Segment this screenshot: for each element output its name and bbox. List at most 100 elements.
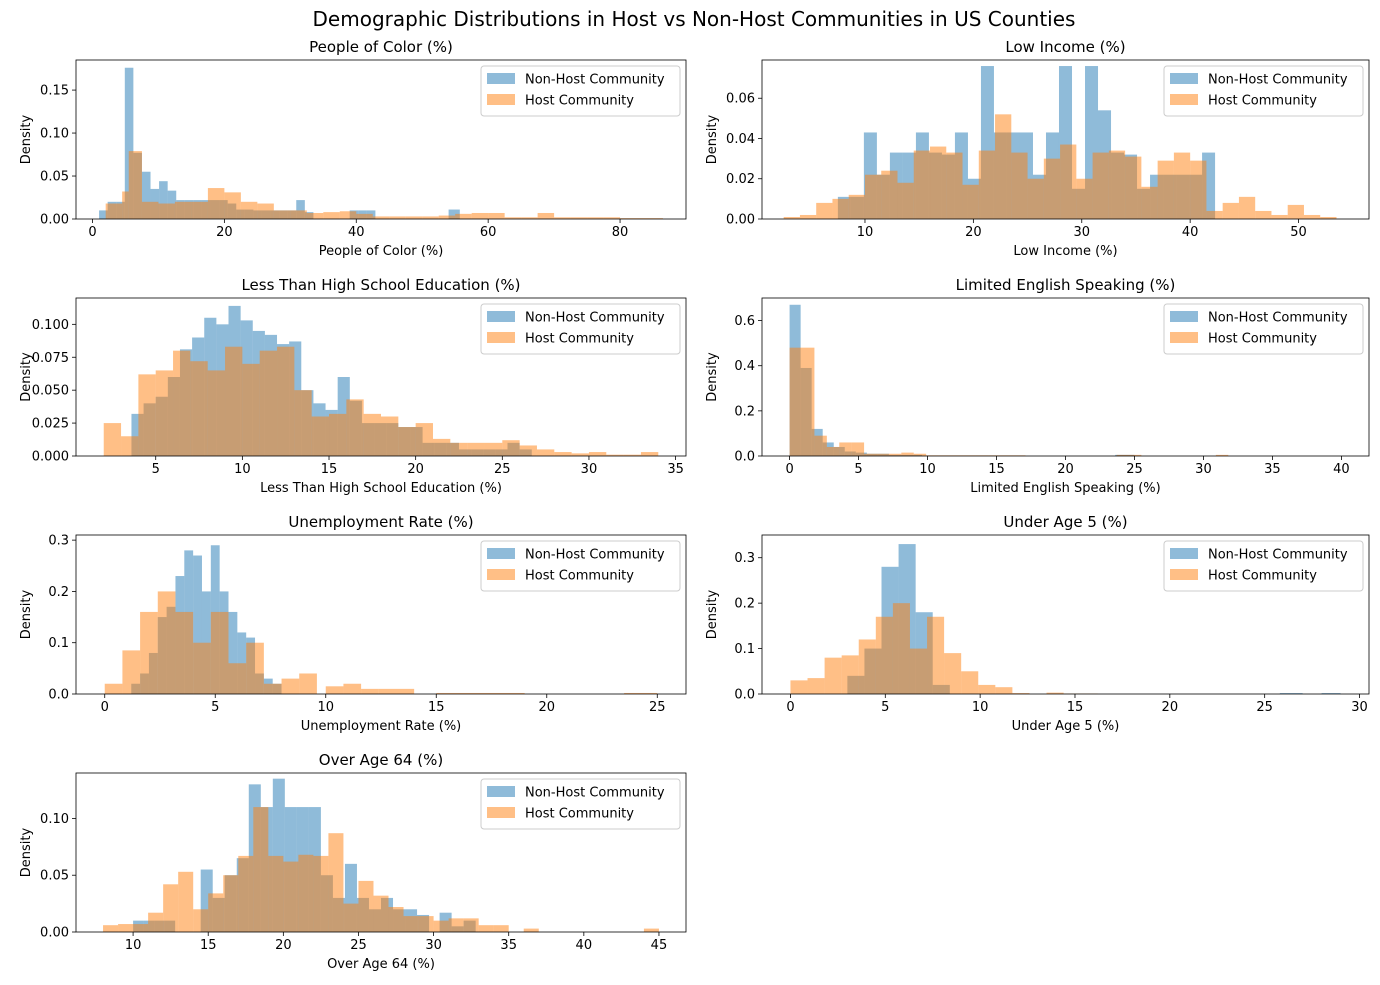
host-bar [913,453,927,456]
chart-title: Low Income (%) [1005,38,1125,56]
host-bar [587,217,604,219]
y-tick-label: 0.00 [40,926,69,941]
legend: Non-Host Community Host Community [1163,65,1364,117]
legend-label-nonhost: Non-Host Community [525,311,665,326]
host-bar [1303,214,1321,219]
legend-label-nonhost: Non-Host Community [525,786,665,801]
host-bar [851,442,865,456]
host-bar [191,201,208,219]
chart-panel-2: 10 20 30 40 50 0.00 0.02 0.04 0.06 Low Income (%)… [705,38,1370,259]
host-bar [1320,216,1337,219]
axes-frame [75,59,687,220]
host-bar [901,452,914,456]
legend-swatch-host [1170,569,1198,580]
axes-frame [761,59,1370,220]
host-bar [133,924,149,932]
x-tick-label: 5 [152,462,160,477]
host-bar [163,884,179,932]
y-tick-label: 0.025 [32,417,69,432]
host-bar [358,880,374,932]
host-bar [1141,186,1158,219]
y-tick-label: 0.3 [48,534,69,549]
x-tick-label: 30 [1195,462,1212,477]
host-bar [190,361,208,456]
y-tick-label: 0.05 [40,869,69,884]
chart-title: People of Color (%) [309,38,453,56]
x-tick-label: 20 [965,225,982,240]
legend-box [480,540,681,592]
host-bar [1046,692,1064,694]
x-tick-label: 20 [1057,462,1074,477]
y-tick-label: 0.0 [734,688,755,703]
x-tick-label: 35 [1264,462,1281,477]
legend-swatch-host [1170,94,1198,105]
x-axis-label: Under Age 5 (%) [1012,719,1120,734]
legend: Non-Host Community Host Community [480,303,681,355]
chart-title: Less Than High School Education (%) [241,276,520,294]
legend-swatch-host [1170,332,1198,343]
host-bar [995,114,1012,219]
host-bar [1011,152,1028,219]
host-bar [606,454,624,456]
x-tick-label: 35 [500,938,517,953]
host-bar [363,413,381,456]
host-bar [372,216,390,219]
x-tick-label: 0 [785,462,793,477]
host-bar [463,918,479,932]
y-axis-label: Density [19,114,34,164]
host-bar [311,416,330,456]
x-tick-label: 10 [125,938,142,953]
x-tick-label: 45 [651,938,668,953]
chart-panel-1: 0 20 40 60 80 0.00 0.05 0.10 0.15 People of Color… [19,38,687,259]
host-bar [493,925,509,932]
host-bar [783,216,800,219]
host-bar [378,688,397,694]
x-tick-label: 0 [786,700,794,715]
y-tick-label: 0.0 [48,688,69,703]
legend-box [1163,303,1364,355]
chart-panel-4: 0 5 10 15 20 25 30 35 40 0.0 0.2 0.4 0.6 Limited Engl… [705,276,1370,496]
host-bar [1092,152,1109,219]
legend-swatch-host [487,94,515,105]
host-bar [1222,202,1239,219]
host-bar [128,151,142,219]
host-bar [807,678,825,694]
legend-label-nonhost: Non-Host Community [1208,311,1348,326]
nonhost-bar [228,611,238,694]
host-bar [242,363,260,456]
chart-panel-5: 0 5 10 15 20 25 0.0 0.1 0.2 0.3 Unemployment Rate … [19,513,687,734]
x-axis-label: Unemployment Rate (%) [301,719,462,734]
legend-label-nonhost: Non-Host Community [525,548,665,563]
host-bar [294,390,312,456]
host-bar [208,893,224,932]
host-bar [961,671,979,694]
host-bar [824,657,842,694]
chart-panel-7: 10 15 20 25 30 35 40 45 0.00 0.05 0.10 Over Age 64 … [19,751,687,972]
host-bar [554,452,572,456]
host-bar [1060,144,1077,219]
legend-label-nonhost: Non-Host Community [1208,548,1348,563]
host-bar [814,435,827,456]
host-bar [104,683,123,694]
host-bar [816,202,833,219]
axes-frame [75,297,687,457]
host-bar [790,680,808,694]
host-bar [325,686,344,694]
legend-swatch-nonhost [1170,311,1198,322]
x-tick-label: 15 [200,938,217,953]
host-bar [640,452,659,456]
host-bar [174,201,192,219]
host-bar [944,653,962,694]
x-tick-label: 25 [1126,462,1143,477]
host-bar [471,212,489,219]
x-tick-label: 25 [649,700,666,715]
host-bar [620,218,637,219]
x-tick-label: 35 [667,462,684,477]
legend-swatch-nonhost [487,786,515,797]
host-bar [263,683,282,694]
host-bar [193,909,209,932]
legend-box [480,778,681,830]
host-bar [523,928,539,932]
host-bar [373,895,389,932]
x-tick-label: 20 [1162,700,1179,715]
